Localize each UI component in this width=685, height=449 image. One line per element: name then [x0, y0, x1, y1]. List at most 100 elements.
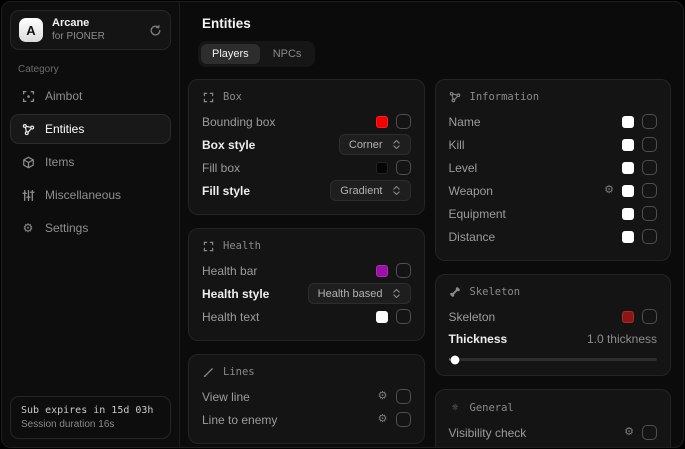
kill-color-swatch[interactable]	[622, 138, 634, 151]
level-label: Level	[448, 160, 478, 175]
bounding-box-color-swatch[interactable]	[375, 115, 388, 128]
thickness-value: 1.0 thickness	[586, 332, 657, 346]
level-color-swatch[interactable]	[622, 161, 634, 174]
unfold-icon	[392, 139, 401, 150]
health-text-color-swatch[interactable]	[375, 310, 388, 323]
fill-box-checkbox[interactable]	[395, 160, 411, 175]
category-label: Category	[18, 64, 59, 76]
health-panel-title: Health	[223, 240, 261, 252]
equipment-label: Equipment	[448, 206, 506, 221]
fill-box-row: Fill box	[202, 156, 411, 179]
equipment-checkbox[interactable]	[642, 206, 657, 221]
equipment-row: Equipment	[448, 202, 657, 225]
health-bar-label: Health bar	[202, 263, 258, 278]
general-panel-title: General	[469, 401, 514, 414]
skeleton-panel: Skeleton Skeleton Thickness 1.0 thicknes…	[434, 274, 671, 376]
sidebar-item-aimbot[interactable]: Aimbot	[10, 81, 171, 111]
view-line-label: View line	[202, 389, 250, 404]
session-duration-text: Session duration 16s	[21, 419, 115, 430]
skeleton-panel-header: Skeleton	[449, 286, 658, 298]
scan-brackets-icon	[202, 241, 215, 252]
distance-label: Distance	[448, 229, 496, 244]
tab-players[interactable]: Players	[201, 44, 260, 64]
skeleton-color-swatch[interactable]	[622, 310, 634, 323]
equipment-color-swatch[interactable]	[622, 207, 634, 220]
max-distance-row: Max distance 500m	[449, 444, 658, 447]
health-text-label: Health text	[202, 309, 260, 324]
box-style-dropdown[interactable]: Corner	[338, 134, 411, 155]
right-column: Information Name Kill	[434, 79, 671, 447]
health-bar-row: Health bar	[202, 259, 411, 282]
fill-style-value: Gradient	[340, 184, 383, 197]
skeleton-checkbox[interactable]	[642, 309, 657, 324]
bounding-box-checkbox[interactable]	[395, 114, 411, 129]
distance-color-swatch[interactable]	[622, 230, 634, 243]
lines-panel-header: Lines	[202, 366, 411, 378]
view-line-settings-gear-icon[interactable]: ⚙	[377, 390, 388, 402]
tab-npcs[interactable]: NPCs	[272, 48, 302, 60]
network-icon	[449, 91, 462, 103]
brand-card: A Arcane for PIONER	[10, 10, 171, 51]
weapon-settings-gear-icon[interactable]: ⚙	[604, 184, 614, 196]
refresh-icon[interactable]	[149, 24, 162, 37]
name-color-swatch[interactable]	[622, 115, 634, 128]
weapon-checkbox[interactable]	[642, 183, 657, 198]
bounding-box-row: Bounding box	[202, 110, 411, 133]
sidebar: A Arcane for PIONER Category Aimbot	[2, 2, 180, 447]
sidebar-item-miscellaneous[interactable]: Miscellaneous	[10, 180, 171, 210]
weapon-label: Weapon	[448, 183, 493, 198]
view-line-checkbox[interactable]	[395, 389, 411, 404]
entities-network-icon	[21, 123, 35, 136]
health-panel-header: Health	[202, 240, 411, 252]
distance-row: Distance	[448, 225, 657, 248]
sub-expiry-text: Sub expires in 15d 03h	[21, 405, 154, 416]
general-panel-header: ☼ General	[449, 401, 658, 414]
lines-panel-title: Lines	[223, 366, 255, 378]
fill-box-color-swatch[interactable]	[375, 161, 388, 174]
thickness-slider-thumb[interactable]	[450, 355, 460, 364]
sidebar-nav: Aimbot Entities Items Miscellaneous	[10, 81, 171, 243]
box-style-value: Corner	[348, 138, 383, 151]
sidebar-item-label: Miscellaneous	[45, 188, 122, 203]
line-to-enemy-settings-gear-icon[interactable]: ⚙	[377, 413, 388, 425]
health-text-checkbox[interactable]	[395, 309, 411, 324]
panel-columns: Box Bounding box Box style Corner	[188, 79, 671, 447]
thickness-slider[interactable]	[448, 355, 657, 364]
level-checkbox[interactable]	[642, 160, 657, 175]
sidebar-item-items[interactable]: Items	[10, 147, 171, 177]
visibility-check-checkbox[interactable]	[642, 425, 657, 440]
kill-checkbox[interactable]	[642, 137, 657, 152]
line-to-enemy-checkbox[interactable]	[395, 412, 411, 427]
name-label: Name	[448, 114, 481, 129]
unfold-icon	[392, 288, 401, 299]
distance-checkbox[interactable]	[642, 229, 657, 244]
lines-panel: Lines View line ⚙ Line to enemy ⚙	[188, 354, 425, 444]
sidebar-item-label: Settings	[45, 221, 89, 236]
sliders-icon	[21, 189, 35, 202]
page-title: Entities	[202, 16, 251, 31]
entity-type-tabs: Players NPCs	[198, 41, 316, 67]
health-bar-color-swatch[interactable]	[375, 264, 388, 277]
thickness-row: Thickness 1.0 thickness	[449, 328, 658, 350]
health-style-row: Health style Health based	[202, 282, 411, 305]
visibility-check-settings-gear-icon[interactable]: ⚙	[624, 426, 634, 438]
app-subtitle: for PIONER	[52, 30, 105, 42]
name-checkbox[interactable]	[642, 114, 657, 129]
brand-text: Arcane for PIONER	[52, 17, 140, 43]
cube-icon	[21, 156, 35, 169]
sidebar-item-entities[interactable]: Entities	[10, 114, 171, 145]
sun-icon: ☼	[451, 401, 459, 414]
sidebar-item-settings[interactable]: ⚙ Settings	[10, 213, 171, 243]
skeleton-row: Skeleton	[449, 305, 657, 328]
health-style-dropdown[interactable]: Health based	[307, 283, 411, 304]
sidebar-item-label: Aimbot	[45, 89, 83, 104]
box-style-label: Box style	[202, 137, 256, 152]
general-panel: ☼ General Visibility check ⚙ Max distanc…	[434, 389, 671, 447]
kill-label: Kill	[448, 137, 465, 152]
weapon-color-swatch[interactable]	[622, 184, 634, 197]
health-bar-checkbox[interactable]	[395, 263, 411, 278]
information-panel: Information Name Kill	[434, 79, 671, 261]
box-panel-title: Box	[223, 91, 242, 103]
fill-style-dropdown[interactable]: Gradient	[330, 180, 411, 201]
